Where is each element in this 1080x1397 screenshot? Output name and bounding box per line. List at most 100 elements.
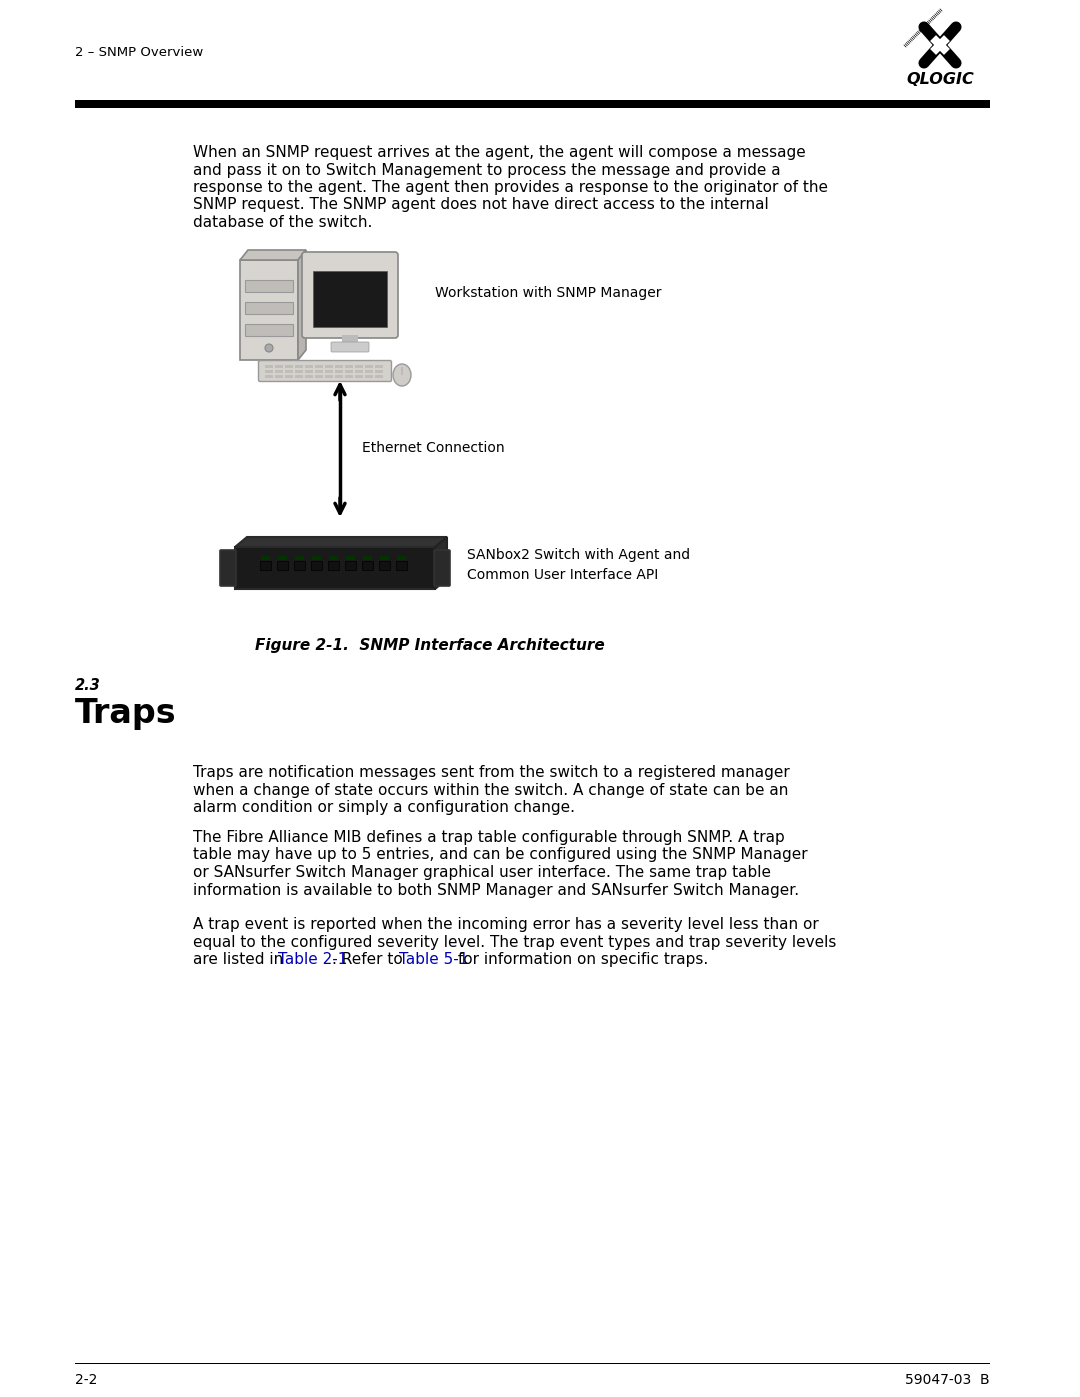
Bar bbox=[315, 370, 323, 373]
Text: 59047-03  B: 59047-03 B bbox=[905, 1373, 990, 1387]
Text: QLOGIC: QLOGIC bbox=[906, 73, 974, 88]
Bar bbox=[311, 562, 322, 570]
Bar bbox=[401, 367, 403, 374]
FancyBboxPatch shape bbox=[258, 360, 391, 381]
FancyBboxPatch shape bbox=[235, 548, 435, 590]
Text: The Fibre Alliance MIB defines a trap table configurable through SNMP. A trap: The Fibre Alliance MIB defines a trap ta… bbox=[193, 830, 785, 845]
Bar bbox=[295, 365, 303, 367]
Bar bbox=[305, 370, 313, 373]
Bar bbox=[375, 365, 383, 367]
Text: are listed in: are listed in bbox=[193, 951, 288, 967]
Text: equal to the configured severity level. The trap event types and trap severity l: equal to the configured severity level. … bbox=[193, 935, 836, 950]
Bar bbox=[275, 370, 283, 373]
Bar bbox=[260, 562, 271, 570]
Bar bbox=[312, 556, 321, 560]
Bar bbox=[380, 556, 389, 560]
Bar bbox=[335, 374, 343, 379]
FancyBboxPatch shape bbox=[240, 260, 298, 360]
Bar bbox=[363, 556, 372, 560]
Polygon shape bbox=[435, 536, 447, 590]
Bar bbox=[285, 365, 293, 367]
Bar bbox=[355, 374, 363, 379]
Text: 2.3: 2.3 bbox=[75, 678, 100, 693]
Bar bbox=[345, 374, 353, 379]
Bar bbox=[285, 374, 293, 379]
Text: response to the agent. The agent then provides a response to the originator of t: response to the agent. The agent then pr… bbox=[193, 180, 828, 196]
Bar bbox=[362, 562, 373, 570]
FancyBboxPatch shape bbox=[434, 550, 450, 585]
Text: for information on specific traps.: for information on specific traps. bbox=[454, 951, 708, 967]
Bar bbox=[305, 374, 313, 379]
Bar bbox=[285, 370, 293, 373]
Polygon shape bbox=[298, 250, 306, 360]
Bar bbox=[315, 365, 323, 367]
Bar bbox=[325, 370, 333, 373]
Bar bbox=[328, 562, 339, 570]
Bar bbox=[295, 374, 303, 379]
Text: and pass it on to Switch Management to process the message and provide a: and pass it on to Switch Management to p… bbox=[193, 162, 781, 177]
Ellipse shape bbox=[393, 365, 411, 386]
Text: Table 5-1: Table 5-1 bbox=[399, 951, 468, 967]
Text: 2 – SNMP Overview: 2 – SNMP Overview bbox=[75, 46, 203, 60]
Text: Traps: Traps bbox=[75, 697, 177, 731]
Bar bbox=[275, 374, 283, 379]
Bar bbox=[329, 556, 338, 560]
Bar bbox=[345, 370, 353, 373]
Bar bbox=[397, 556, 406, 560]
Bar bbox=[305, 365, 313, 367]
Bar bbox=[278, 556, 287, 560]
Text: Common User Interface API: Common User Interface API bbox=[467, 569, 658, 583]
Text: information is available to both SNMP Manager and SANsurfer Switch Manager.: information is available to both SNMP Ma… bbox=[193, 883, 799, 897]
Text: When an SNMP request arrives at the agent, the agent will compose a message: When an SNMP request arrives at the agen… bbox=[193, 145, 806, 161]
Bar bbox=[295, 556, 303, 560]
Text: database of the switch.: database of the switch. bbox=[193, 215, 373, 231]
Text: Table 2-1: Table 2-1 bbox=[278, 951, 347, 967]
Bar bbox=[345, 562, 356, 570]
Bar bbox=[295, 370, 303, 373]
Text: Traps are notification messages sent from the switch to a registered manager: Traps are notification messages sent fro… bbox=[193, 766, 789, 780]
Text: when a change of state occurs within the switch. A change of state can be an: when a change of state occurs within the… bbox=[193, 782, 788, 798]
Text: Workstation with SNMP Manager: Workstation with SNMP Manager bbox=[435, 286, 661, 300]
Bar bbox=[375, 374, 383, 379]
Text: or SANsurfer Switch Manager graphical user interface. The same trap table: or SANsurfer Switch Manager graphical us… bbox=[193, 865, 771, 880]
Bar bbox=[379, 562, 390, 570]
Polygon shape bbox=[235, 536, 447, 548]
Bar bbox=[245, 302, 293, 314]
Text: A trap event is reported when the incoming error has a severity level less than : A trap event is reported when the incomi… bbox=[193, 916, 819, 932]
Text: table may have up to 5 entries, and can be configured using the SNMP Manager: table may have up to 5 entries, and can … bbox=[193, 848, 808, 862]
Bar bbox=[261, 556, 270, 560]
FancyBboxPatch shape bbox=[330, 342, 369, 352]
Bar bbox=[346, 556, 355, 560]
Bar bbox=[294, 562, 305, 570]
Text: SNMP request. The SNMP agent does not have direct access to the internal: SNMP request. The SNMP agent does not ha… bbox=[193, 197, 769, 212]
Circle shape bbox=[265, 344, 273, 352]
Bar bbox=[265, 374, 273, 379]
Bar bbox=[342, 335, 357, 344]
Bar bbox=[245, 279, 293, 292]
Bar bbox=[345, 365, 353, 367]
Bar bbox=[245, 324, 293, 337]
FancyBboxPatch shape bbox=[302, 251, 399, 338]
FancyBboxPatch shape bbox=[220, 550, 237, 585]
Bar bbox=[375, 370, 383, 373]
Bar bbox=[355, 370, 363, 373]
Text: alarm condition or simply a configuration change.: alarm condition or simply a configuratio… bbox=[193, 800, 575, 814]
Text: Figure 2-1.  SNMP Interface Architecture: Figure 2-1. SNMP Interface Architecture bbox=[255, 638, 605, 652]
Polygon shape bbox=[240, 250, 306, 260]
Bar bbox=[313, 271, 387, 327]
Text: . Refer to: . Refer to bbox=[333, 951, 408, 967]
Bar bbox=[365, 370, 373, 373]
Bar bbox=[315, 374, 323, 379]
Bar bbox=[325, 365, 333, 367]
Bar bbox=[276, 562, 288, 570]
Bar bbox=[335, 370, 343, 373]
Bar bbox=[265, 370, 273, 373]
Bar bbox=[355, 365, 363, 367]
Bar bbox=[335, 365, 343, 367]
Bar bbox=[75, 101, 990, 108]
Bar bbox=[275, 365, 283, 367]
Bar bbox=[365, 374, 373, 379]
Bar bbox=[325, 374, 333, 379]
Bar bbox=[365, 365, 373, 367]
Bar bbox=[75, 101, 310, 108]
